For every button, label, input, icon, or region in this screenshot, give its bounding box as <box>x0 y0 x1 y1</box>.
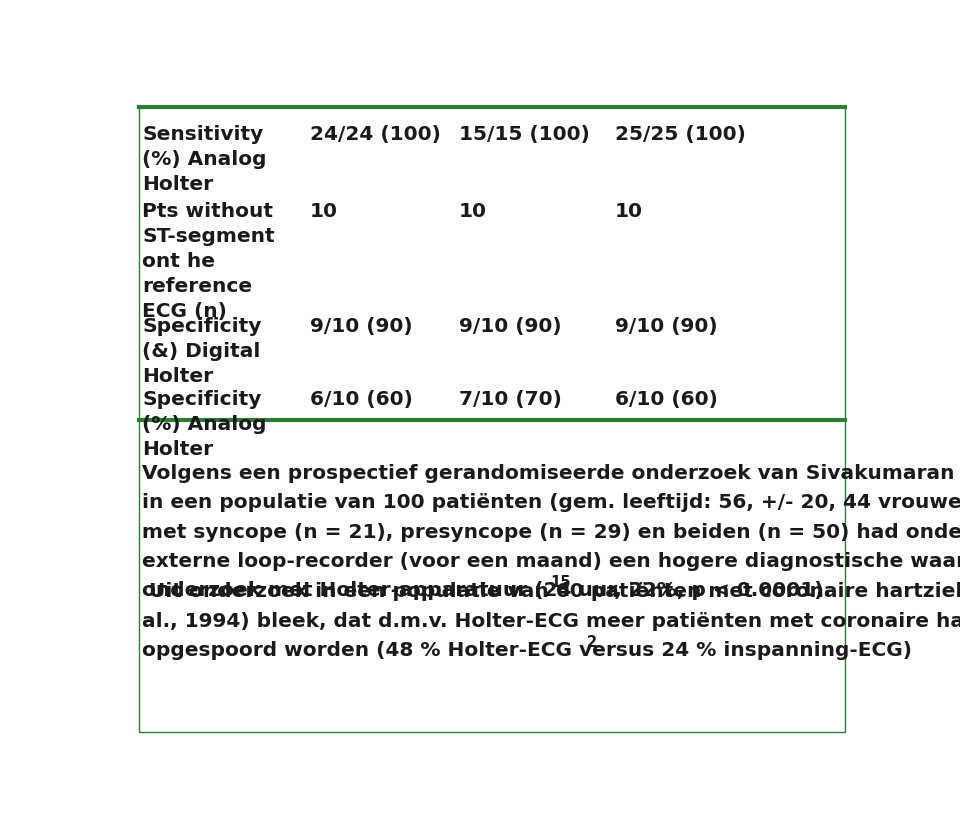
Text: 24/24 (100): 24/24 (100) <box>310 125 441 144</box>
Text: 2: 2 <box>588 634 597 650</box>
Text: 9/10 (90): 9/10 (90) <box>614 317 717 336</box>
Text: Specificity
(&) Digital
Holter: Specificity (&) Digital Holter <box>142 317 262 386</box>
Text: onderzoek met Holter-apparatuur (24 uur, 22%, p < 0.0001).: onderzoek met Holter-apparatuur (24 uur,… <box>142 582 831 600</box>
Text: in een populatie van 100 patiënten (gem. leeftijd: 56, +/- 20, 44 vrouwen): in een populatie van 100 patiënten (gem.… <box>142 493 960 512</box>
Text: al., 1994) bleek, dat d.m.v. Holter-ECG meer patiënten met coronaire hartziekte: al., 1994) bleek, dat d.m.v. Holter-ECG … <box>142 612 960 631</box>
Text: 10: 10 <box>459 202 487 221</box>
Text: Uit onderzoek in een populatie van 60 patiënten met coronaire hartziekte (Brande: Uit onderzoek in een populatie van 60 pa… <box>142 582 960 601</box>
Text: 6/10 (60): 6/10 (60) <box>614 390 718 409</box>
Text: 15/15 (100): 15/15 (100) <box>459 125 589 144</box>
Text: 6/10 (60): 6/10 (60) <box>310 390 413 409</box>
Text: 7/10 (70): 7/10 (70) <box>459 390 562 409</box>
Text: 15: 15 <box>550 575 570 590</box>
Text: 9/10 (90): 9/10 (90) <box>459 317 562 336</box>
Text: externe loop-recorder (voor een maand) een hogere diagnostische waarde (56%) dan: externe loop-recorder (voor een maand) e… <box>142 552 960 571</box>
Text: Specificity
(%) Analog
Holter: Specificity (%) Analog Holter <box>142 390 267 459</box>
Text: Sensitivity
(%) Analog
Holter: Sensitivity (%) Analog Holter <box>142 125 267 194</box>
Text: Volgens een prospectief gerandomiseerde onderzoek van Sivakumaran et al. (2003): Volgens een prospectief gerandomiseerde … <box>142 464 960 483</box>
Text: 25/25 (100): 25/25 (100) <box>614 125 746 144</box>
Text: 9/10 (90): 9/10 (90) <box>310 317 413 336</box>
Text: 10: 10 <box>310 202 338 221</box>
Text: met syncope (n = 21), presyncope (n = 29) en beiden (n = 50) had onderzoek met e: met syncope (n = 21), presyncope (n = 29… <box>142 523 960 542</box>
Text: 10: 10 <box>614 202 643 221</box>
Text: Pts without
ST-segment
ont he
reference
ECG (n): Pts without ST-segment ont he reference … <box>142 202 275 321</box>
Text: opgespoord worden (48 % Holter-ECG versus 24 % inspanning-ECG): opgespoord worden (48 % Holter-ECG versu… <box>142 641 912 660</box>
